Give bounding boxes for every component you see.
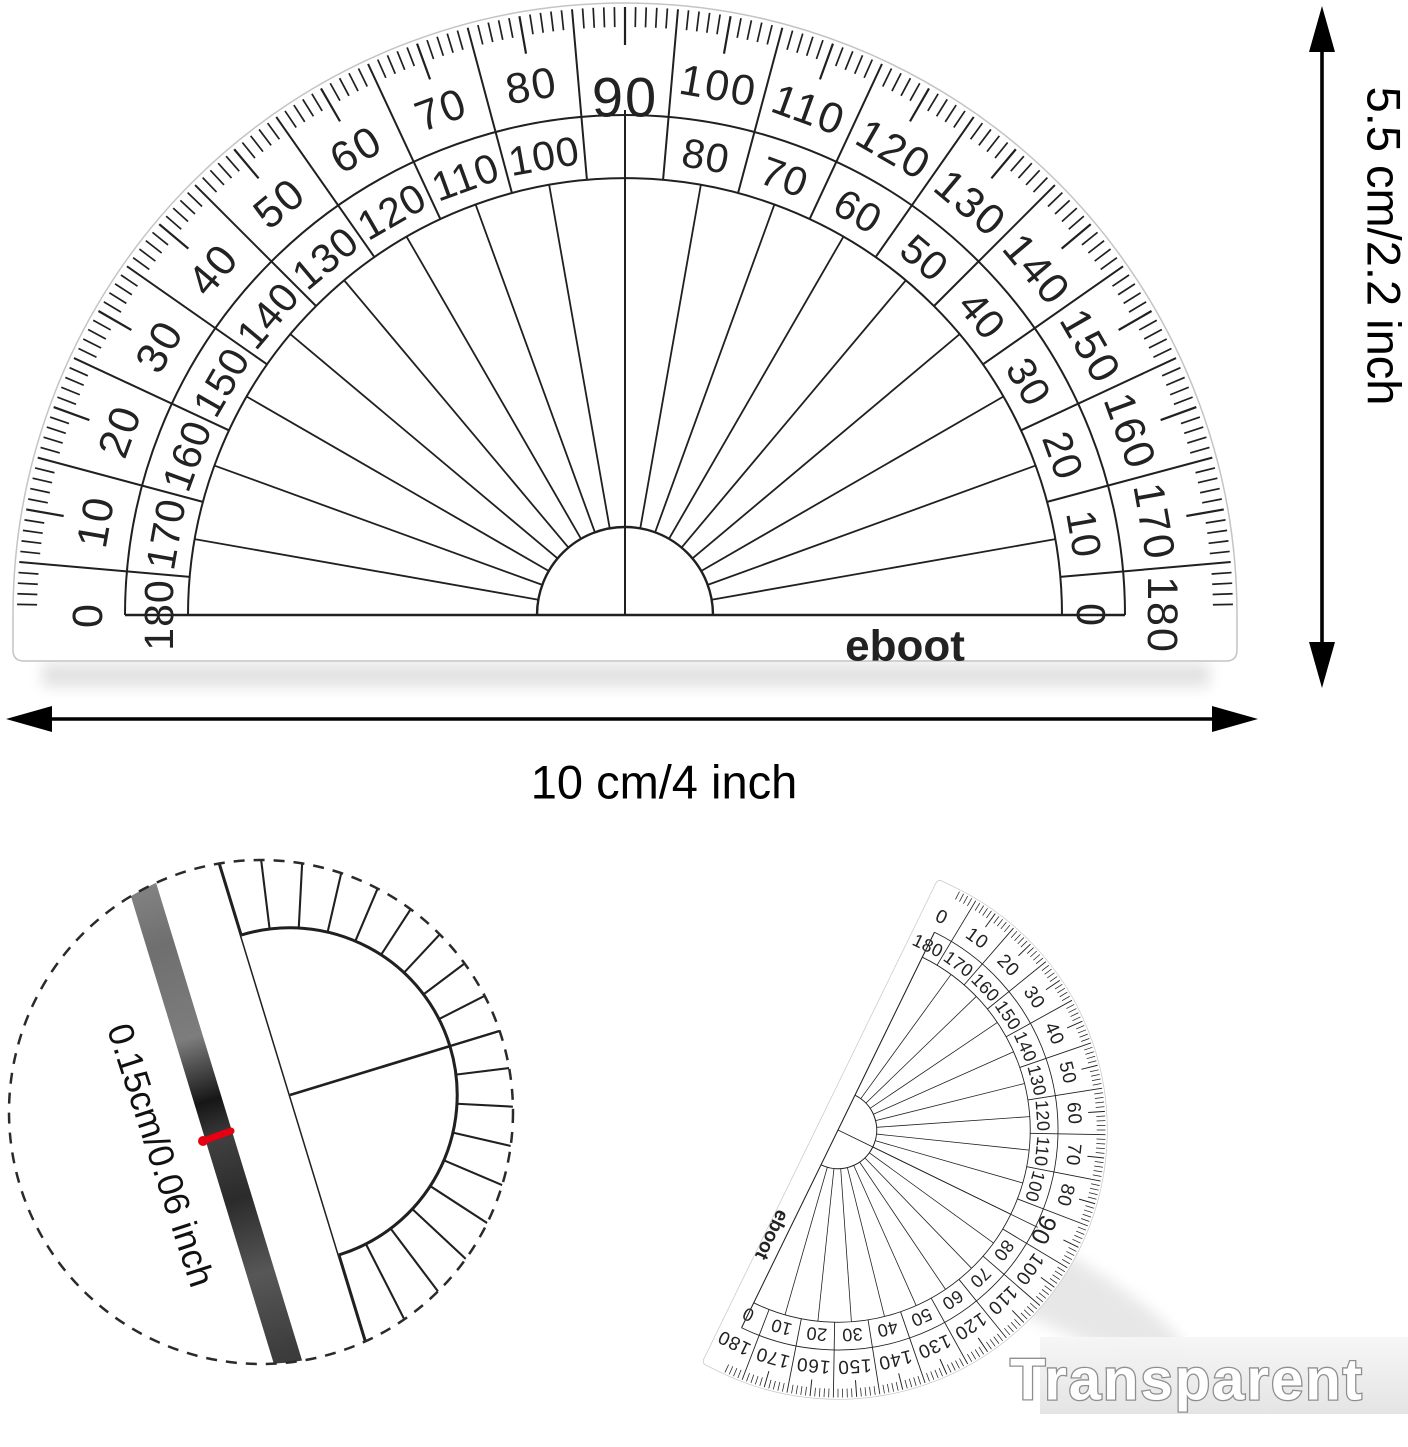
arrow-right-icon — [1212, 706, 1258, 732]
watermark: Transparent — [1010, 1337, 1408, 1414]
arrow-left-icon — [6, 706, 52, 732]
large-protractor-shadow — [42, 663, 1210, 687]
height-dimension-label: 5.5 cm/2.2 inch — [1358, 87, 1408, 406]
arrow-down-icon — [1309, 642, 1335, 688]
arrow-up-icon — [1309, 6, 1335, 52]
width-dimension: 10 cm/4 inch — [6, 706, 1258, 809]
watermark-label: Transparent — [1010, 1348, 1364, 1413]
large-protractor — [13, 3, 1237, 671]
magnified-fan-line — [414, 793, 908, 1019]
height-dimension: 5.5 cm/2.2 inch — [1309, 6, 1408, 688]
magnified-fan-line — [450, 901, 926, 1047]
width-dimension-label: 10 cm/4 inch — [531, 756, 797, 809]
magnified-90-line — [450, 814, 1208, 1046]
